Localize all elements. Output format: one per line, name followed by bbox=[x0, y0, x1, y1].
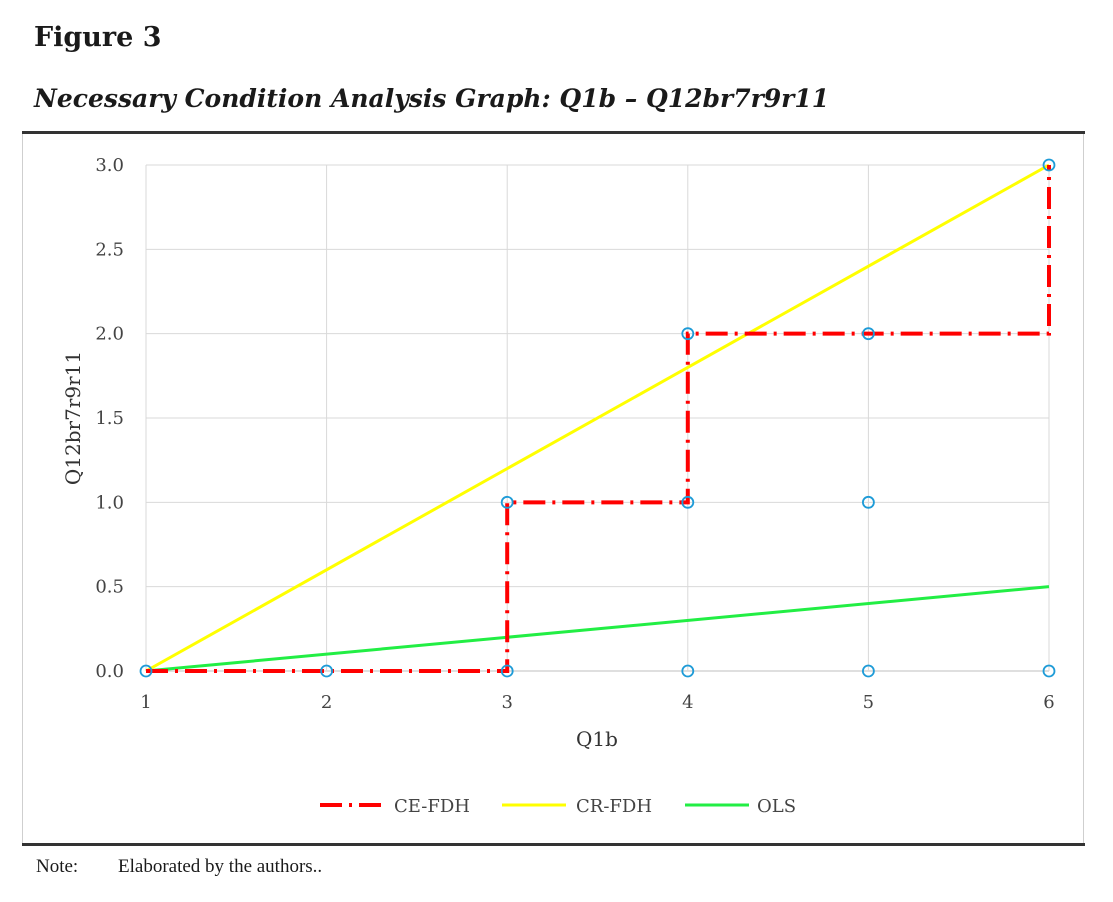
y-axis-label: Q12br7r9r11 bbox=[61, 351, 85, 485]
series-line-cr-fdh bbox=[145, 163, 1050, 673]
data-point bbox=[862, 664, 875, 678]
y-tick-label: 3.0 bbox=[95, 155, 124, 176]
note-text: Elaborated by the authors.. bbox=[118, 856, 323, 877]
points-layer bbox=[139, 158, 1056, 678]
y-tick-label: 2.5 bbox=[95, 239, 124, 260]
x-axis-label: Q1b bbox=[576, 727, 618, 751]
data-point bbox=[1042, 158, 1056, 172]
x-tick-label: 4 bbox=[682, 692, 693, 713]
chart-frame bbox=[22, 134, 1084, 843]
data-point bbox=[681, 495, 695, 509]
series-line-ce-fdh bbox=[146, 165, 1051, 673]
y-tick-label: 0.5 bbox=[95, 577, 124, 598]
y-tick-label: 2.0 bbox=[95, 324, 124, 345]
x-tick-label: 1 bbox=[140, 692, 151, 713]
data-point bbox=[1042, 664, 1056, 678]
data-point bbox=[500, 495, 514, 509]
series-line-ols bbox=[145, 585, 1050, 673]
legend-label-ols: OLS bbox=[757, 796, 796, 817]
data-point bbox=[862, 495, 875, 509]
legend-label-cr-fdh: CR-FDH bbox=[576, 796, 652, 817]
bottom-rule bbox=[22, 843, 1085, 846]
note-label: Note: bbox=[36, 856, 79, 877]
legend-label-ce-fdh: CE-FDH bbox=[394, 796, 470, 817]
y-tick-label: 0.0 bbox=[95, 661, 124, 682]
note: Note: Elaborated by the authors.. bbox=[36, 856, 322, 878]
figure-label: Figure 3 bbox=[34, 22, 162, 53]
data-point bbox=[681, 327, 695, 341]
data-point bbox=[681, 664, 695, 678]
x-tick-label: 6 bbox=[1043, 692, 1054, 713]
x-tick-label: 3 bbox=[501, 692, 512, 713]
data-point bbox=[139, 664, 153, 678]
data-point bbox=[500, 664, 514, 678]
y-tick-label: 1.5 bbox=[95, 408, 124, 429]
data-point bbox=[320, 664, 334, 678]
top-rule bbox=[22, 131, 1085, 134]
x-tick-label: 5 bbox=[863, 692, 874, 713]
legend: CE-FDH CR-FDH OLS bbox=[320, 796, 796, 817]
tick-layer: 0.0 0.5 1.0 1.5 2.0 2.5 3.0 1 2 3 4 5 6 bbox=[95, 155, 1054, 713]
data-point bbox=[862, 327, 875, 341]
y-tick-label: 1.0 bbox=[95, 492, 124, 513]
series-layer bbox=[145, 163, 1051, 673]
figure-title: Necessary Condition Analysis Graph: Q1b … bbox=[34, 84, 830, 113]
x-tick-label: 2 bbox=[321, 692, 332, 713]
